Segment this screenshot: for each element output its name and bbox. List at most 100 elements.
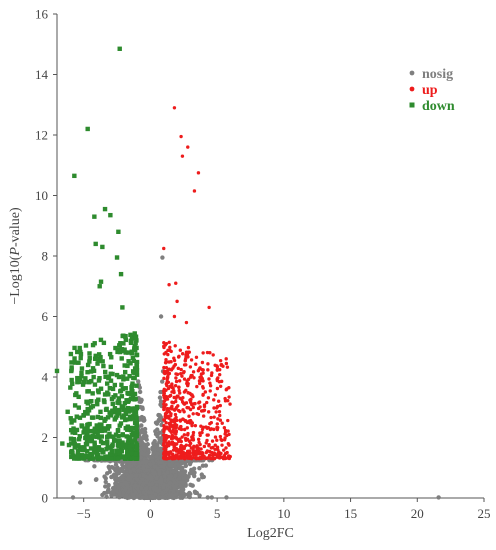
point-down	[102, 418, 107, 423]
point-up	[224, 357, 228, 361]
point-down	[113, 415, 119, 420]
y-tick-label: 16	[35, 7, 49, 22]
point-up	[215, 406, 219, 410]
point-down	[134, 365, 140, 370]
point-up	[181, 417, 185, 421]
point-down	[94, 424, 100, 429]
point-down	[117, 438, 122, 443]
point-down	[71, 456, 77, 461]
point-down	[113, 408, 118, 413]
point-up	[212, 406, 216, 410]
point-up	[215, 367, 220, 372]
point-down	[104, 381, 110, 386]
point-up	[167, 283, 171, 287]
point-down	[102, 392, 108, 397]
point-up	[217, 380, 222, 384]
point-down	[134, 445, 140, 451]
point-up	[172, 364, 176, 368]
point-nosig	[144, 459, 149, 464]
point-down	[117, 343, 122, 348]
point-nosig	[136, 379, 141, 384]
point-up	[201, 425, 206, 430]
point-down	[103, 374, 108, 379]
point-down	[115, 349, 120, 355]
y-tick-label: 12	[35, 128, 48, 143]
point-down	[132, 331, 137, 336]
point-down	[72, 445, 77, 450]
point-up	[195, 411, 199, 416]
point-up	[203, 390, 208, 394]
point-down	[107, 410, 113, 415]
point-down	[129, 383, 135, 388]
data-points	[54, 46, 441, 501]
point-up	[168, 450, 173, 454]
point-nosig	[166, 495, 172, 500]
point-nosig	[151, 485, 156, 491]
point-nosig	[121, 490, 126, 496]
point-up	[172, 390, 176, 395]
point-down	[116, 229, 121, 234]
point-down	[122, 400, 128, 406]
point-up	[184, 363, 188, 367]
point-nosig	[123, 486, 128, 492]
point-up	[168, 424, 172, 429]
point-up	[162, 365, 166, 370]
point-nosig	[133, 473, 139, 478]
point-down	[76, 456, 81, 461]
point-up	[208, 389, 212, 393]
point-up	[167, 427, 172, 431]
point-nosig	[160, 379, 165, 384]
point-down	[133, 396, 138, 402]
point-down	[79, 424, 85, 429]
point-down	[116, 433, 121, 439]
point-up	[225, 365, 230, 369]
point-down	[117, 46, 122, 51]
point-up	[163, 398, 167, 402]
point-down	[118, 271, 124, 277]
x-axis-title: Log2FC	[247, 526, 294, 541]
point-up	[199, 372, 204, 376]
x-tick-label: 15	[344, 506, 357, 521]
point-down	[72, 438, 77, 443]
point-down	[98, 409, 103, 414]
point-down	[134, 456, 139, 461]
point-down	[91, 368, 97, 374]
point-up	[213, 435, 218, 439]
point-nosig	[181, 472, 186, 477]
point-up	[201, 351, 205, 355]
point-down	[129, 432, 134, 438]
legend-marker-nosig	[409, 70, 415, 76]
point-up	[164, 445, 169, 449]
point-down	[89, 428, 94, 434]
point-nosig	[197, 493, 202, 498]
point-down	[83, 426, 89, 431]
point-nosig	[115, 478, 121, 483]
point-up	[185, 426, 189, 430]
point-up	[194, 355, 199, 359]
point-down	[130, 369, 136, 374]
point-up	[185, 451, 189, 455]
legend-item-up: up	[409, 83, 438, 98]
point-down	[85, 126, 90, 132]
point-down	[68, 351, 74, 357]
point-down	[85, 453, 91, 459]
point-down	[88, 446, 94, 451]
point-up	[213, 443, 217, 447]
point-nosig	[121, 469, 126, 475]
point-up	[176, 404, 180, 408]
point-nosig	[120, 462, 125, 467]
point-nosig	[129, 479, 135, 484]
point-down	[100, 359, 105, 364]
point-up	[222, 448, 226, 452]
point-down	[127, 444, 132, 450]
point-nosig	[107, 465, 112, 471]
point-up	[207, 443, 211, 448]
x-tick-label: 0	[147, 506, 154, 521]
point-up	[191, 412, 195, 416]
point-up	[214, 410, 218, 414]
x-tick-label: 25	[478, 506, 491, 521]
point-down	[104, 434, 110, 440]
point-down	[116, 444, 121, 449]
point-up	[166, 348, 170, 353]
point-up	[174, 372, 178, 376]
